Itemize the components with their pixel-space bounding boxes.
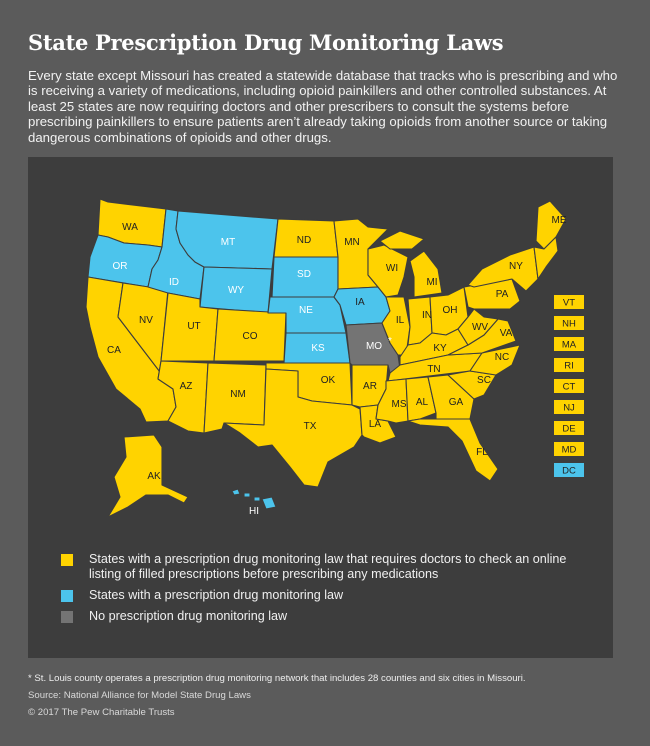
state-AK[interactable] [107,434,189,518]
box-dc[interactable] [554,463,584,477]
label-AZ: AZ [180,381,193,392]
legend-swatch [61,590,73,602]
label-AK: AK [147,471,161,482]
label-PA: PA [496,289,509,300]
legend-swatch [61,554,73,566]
label-CO: CO [243,331,258,342]
box-ct[interactable] [554,379,584,393]
box-de[interactable] [554,421,584,435]
state-SC[interactable] [447,370,497,400]
label-AL: AL [416,397,429,408]
box-ri[interactable] [554,358,584,372]
state-AL[interactable] [405,376,437,422]
box-label-ri: RI [564,361,574,372]
label-MO-asterisk: * [388,336,392,347]
label-MI: MI [426,277,437,288]
label-WA: WA [122,222,138,233]
state-IL[interactable] [381,296,411,356]
label-MN: MN [344,237,360,248]
label-MT: MT [221,237,235,248]
legend-item-requires-check: States with a prescription drug monitori… [61,552,581,582]
label-OR: OR [113,261,128,272]
label-ID: ID [169,277,179,288]
label-FL: FL [476,447,488,458]
map-panel: WA OR CA NV ID MT WY UT CO AZ NM ND SD N… [28,157,613,658]
label-OK: OK [321,375,336,386]
label-LA: LA [369,419,382,430]
label-MS: MS [392,399,407,410]
state-WV[interactable] [457,308,499,346]
state-MI[interactable] [409,250,443,298]
label-SD: SD [297,269,311,280]
label-NM: NM [230,389,246,400]
label-NY: NY [509,261,523,272]
label-KY: KY [433,343,447,354]
label-TX: TX [304,421,317,432]
box-nh[interactable] [554,316,584,330]
label-IL: IL [396,315,405,326]
footnote: * St. Louis county operates a prescripti… [28,673,526,684]
label-WI: WI [386,263,398,274]
legend: States with a prescription drug monitori… [61,552,581,630]
box-label-de: DE [562,424,575,435]
state-NC[interactable] [469,344,521,376]
label-ME: ME [552,215,567,226]
box-vt[interactable] [554,295,584,309]
label-MO: MO [366,341,382,352]
state-MI-upper[interactable] [379,230,425,250]
box-label-ma: MA [562,340,577,351]
label-ND: ND [297,235,311,246]
state-HI[interactable] [231,488,277,510]
label-KS: KS [311,343,325,354]
legend-text: No prescription drug monitoring law [89,609,288,623]
state-FL[interactable] [407,418,499,482]
intro-paragraph: Every state except Missouri has created … [28,68,618,145]
box-md[interactable] [554,442,584,456]
label-GA: GA [449,397,464,408]
box-nj[interactable] [554,400,584,414]
label-OH: OH [443,305,458,316]
copyright-line: © 2017 The Pew Charitable Trusts [28,707,175,718]
label-NC: NC [495,352,509,363]
box-label-ct: CT [563,382,576,393]
box-label-dc: DC [562,466,576,477]
legend-text: States with a prescription drug monitori… [89,552,567,581]
label-HI: HI [249,506,259,517]
legend-swatch [61,611,73,623]
legend-item-monitoring-law: States with a prescription drug monitori… [61,588,581,603]
box-label-nj: NJ [563,403,575,414]
legend-text: States with a prescription drug monitori… [89,588,344,602]
source-line: Source: National Alliance for Model Stat… [28,690,251,701]
label-NV: NV [139,315,153,326]
small-state-boxes: VT NH MA RI CT NJ DE MD DC [554,295,584,477]
label-AR: AR [363,381,377,392]
label-IN: IN [422,310,432,321]
label-UT: UT [187,321,200,332]
label-TN: TN [427,364,440,375]
box-ma[interactable] [554,337,584,351]
label-WY: WY [228,285,244,296]
label-NE: NE [299,305,313,316]
legend-item-no-law: No prescription drug monitoring law [61,609,581,624]
label-IA: IA [355,297,365,308]
label-CA: CA [107,345,121,356]
page-title: State Prescription Drug Monitoring Laws [28,30,504,55]
label-SC: SC [477,375,491,386]
label-WV: WV [472,322,488,333]
box-label-vt: VT [563,298,575,309]
box-label-nh: NH [562,319,576,330]
state-NE-small[interactable] [533,236,559,280]
us-map: WA OR CA NV ID MT WY UT CO AZ NM ND SD N… [85,198,584,518]
label-VA: VA [500,328,513,339]
state-TX[interactable] [223,368,363,488]
box-label-md: MD [562,445,577,456]
